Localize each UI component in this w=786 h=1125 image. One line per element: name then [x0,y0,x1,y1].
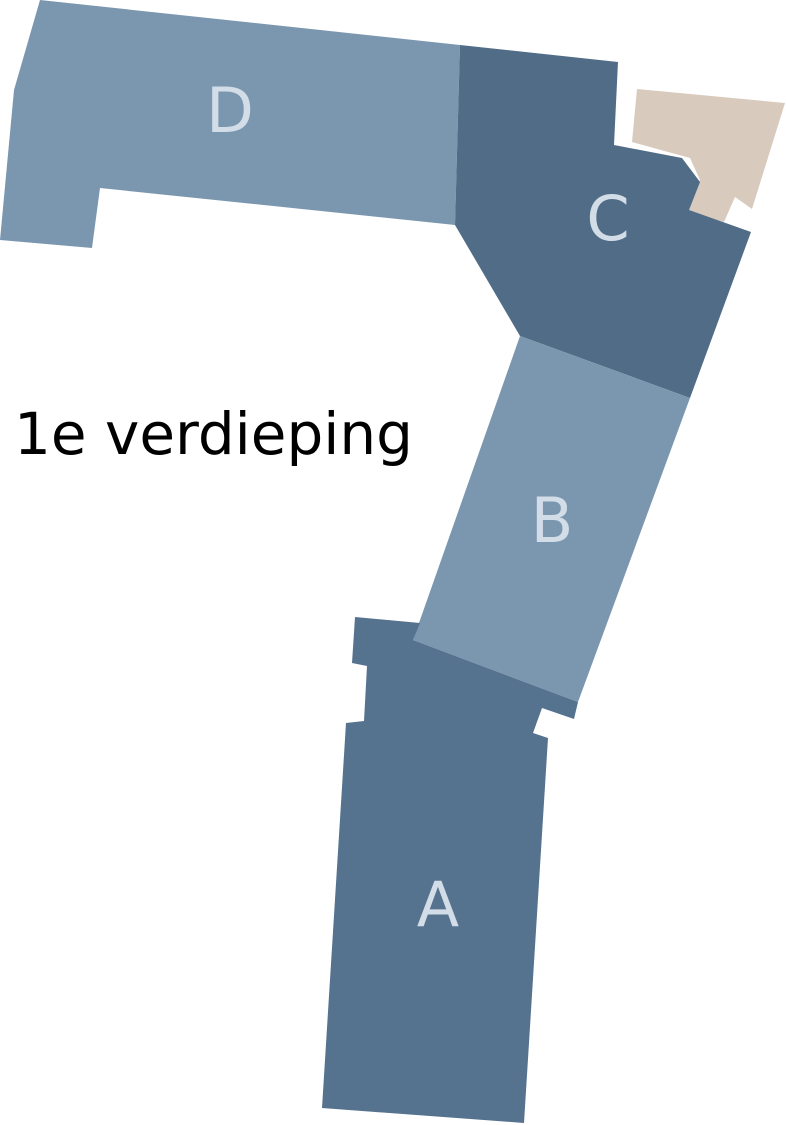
wing-c[interactable]: C [455,45,751,398]
wing-a-shape[interactable] [322,617,578,1123]
wing-b-label: B [531,484,574,557]
wing-a-label: A [417,868,459,941]
wing-d-shape[interactable] [0,0,460,248]
annex-block [632,89,785,222]
wing-c-shape[interactable] [455,45,751,398]
wing-b-shape[interactable] [413,336,690,702]
wing-a[interactable]: A [322,617,578,1123]
floor-title: 1e verdieping [14,400,413,468]
wing-b[interactable]: B [413,336,690,702]
wing-c-label: C [586,182,629,255]
wing-d-label: D [206,74,254,147]
wing-d[interactable]: D [0,0,460,248]
